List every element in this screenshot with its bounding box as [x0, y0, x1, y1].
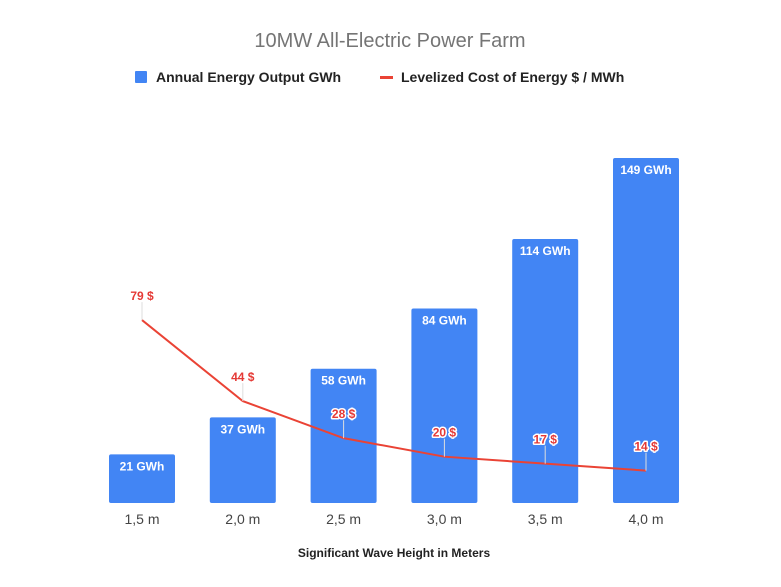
legend-label-line: Levelized Cost of Energy $ / MWh — [401, 69, 624, 85]
line-data-label: 20 $ — [433, 426, 457, 440]
line-data-label: 14 $ — [634, 440, 658, 454]
bar — [613, 158, 679, 503]
legend: Annual Energy Output GWh Levelized Cost … — [135, 69, 624, 85]
bar — [512, 239, 579, 503]
line-series — [141, 319, 647, 472]
chart-title: 10MW All-Electric Power Farm — [254, 30, 525, 52]
x-tick-label: 3,0 m — [427, 511, 462, 527]
bar-data-label: 149 GWh — [620, 163, 671, 177]
x-tick-label: 1,5 m — [124, 511, 159, 527]
line-data-label: 44 $ — [231, 370, 255, 384]
x-tick-label: 2,0 m — [225, 511, 260, 527]
bar-data-label: 37 GWh — [220, 422, 265, 436]
legend-swatch-bar — [135, 71, 147, 83]
line-data-label: 79 $ — [130, 289, 154, 303]
line-data-label: 28 $ — [332, 407, 356, 421]
line-data-label: 17 $ — [534, 433, 558, 447]
bar — [411, 308, 478, 503]
bar-data-label: 21 GWh — [120, 459, 165, 473]
bar-data-label: 58 GWh — [321, 374, 366, 388]
x-tick-label: 4,0 m — [628, 511, 663, 527]
legend-swatch-line — [380, 76, 393, 79]
x-tick-label: 3,5 m — [528, 511, 563, 527]
x-axis-label: Significant Wave Height in Meters — [298, 546, 491, 560]
legend-label-bar: Annual Energy Output GWh — [156, 69, 341, 85]
bar — [209, 417, 276, 503]
bar — [109, 454, 175, 503]
bar-data-label: 84 GWh — [422, 314, 467, 328]
x-tick-label: 2,5 m — [326, 511, 361, 527]
bar-data-label: 114 GWh — [520, 244, 571, 258]
